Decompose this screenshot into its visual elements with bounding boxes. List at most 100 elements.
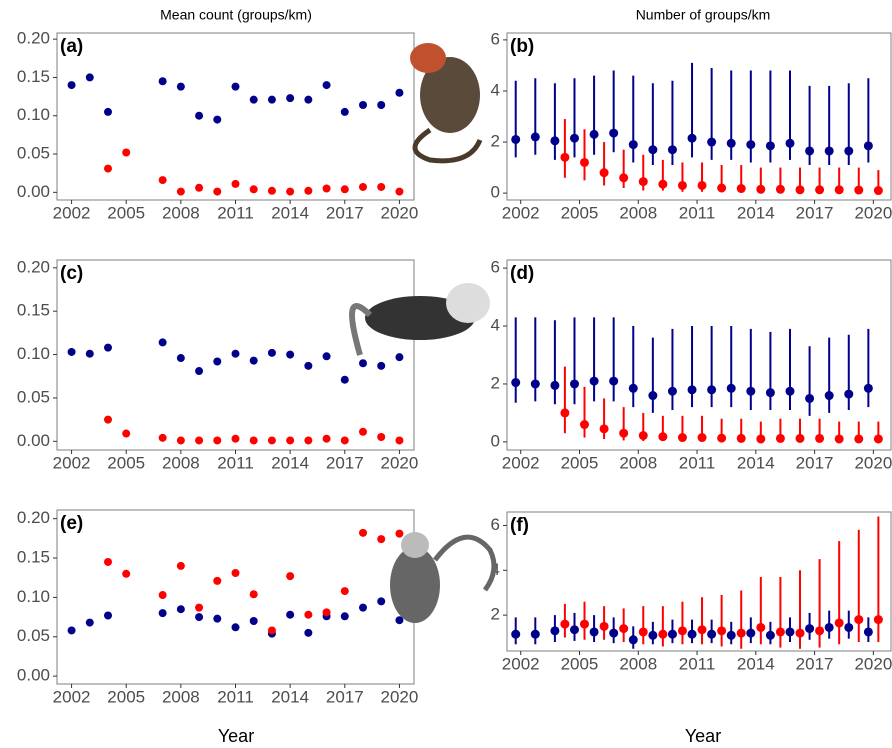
point — [86, 619, 94, 627]
point — [648, 391, 657, 400]
x-tick-label: 2011 — [679, 453, 716, 472]
point — [737, 184, 746, 193]
point — [304, 96, 312, 104]
x-tick-label: 2005 — [107, 453, 145, 472]
point — [304, 187, 312, 195]
point — [600, 622, 609, 631]
point — [629, 635, 638, 644]
point — [796, 185, 805, 194]
point — [805, 146, 814, 155]
y-tick-label: 0.10 — [17, 344, 50, 363]
point — [250, 617, 258, 625]
point — [805, 624, 814, 633]
y-tick-label: 0.00 — [17, 666, 50, 685]
x-tick-label: 2017 — [796, 654, 834, 673]
point — [658, 630, 667, 639]
y-tick-label: 0.10 — [17, 105, 50, 124]
point — [177, 436, 185, 444]
point — [619, 173, 628, 182]
point — [648, 145, 657, 154]
point — [756, 623, 765, 632]
monkey-illustration — [390, 532, 494, 623]
point — [678, 433, 687, 442]
point — [323, 352, 331, 360]
panel-label: (c) — [60, 263, 83, 284]
point — [854, 186, 863, 195]
point — [195, 613, 203, 621]
point — [268, 96, 276, 104]
x-tick-label: 2014 — [737, 654, 775, 673]
x-axis-title: Year — [685, 726, 721, 746]
point — [177, 83, 185, 91]
point — [786, 627, 795, 636]
point — [177, 188, 185, 196]
point — [815, 185, 824, 194]
y-tick-label: 0.05 — [17, 144, 50, 163]
point — [86, 350, 94, 358]
point — [250, 590, 258, 598]
point — [776, 434, 785, 443]
point — [727, 139, 736, 148]
point — [668, 387, 677, 396]
point — [395, 436, 403, 444]
x-tick-label: 2011 — [217, 203, 254, 222]
y-tick-label: 4 — [491, 316, 500, 335]
point — [304, 362, 312, 370]
point — [619, 624, 628, 633]
point — [707, 138, 716, 147]
y-tick-label: 0 — [491, 183, 500, 202]
point — [323, 608, 331, 616]
point — [737, 434, 746, 443]
point — [122, 430, 130, 438]
point — [359, 428, 367, 436]
point — [560, 153, 569, 162]
point — [698, 181, 707, 190]
point — [825, 391, 834, 400]
point — [159, 434, 167, 442]
point — [213, 615, 221, 623]
point — [678, 181, 687, 190]
x-tick-label: 2008 — [619, 453, 657, 472]
x-tick-label: 2002 — [53, 203, 91, 222]
y-tick-label: 6 — [491, 515, 500, 534]
point — [756, 434, 765, 443]
point — [104, 612, 112, 620]
point — [195, 367, 203, 375]
point — [323, 435, 331, 443]
point — [177, 562, 185, 570]
point — [776, 627, 785, 636]
point — [560, 620, 569, 629]
point — [159, 77, 167, 85]
point — [377, 101, 385, 109]
point — [232, 180, 240, 188]
panel-label: (e) — [60, 513, 83, 534]
x-tick-label: 2005 — [107, 687, 145, 706]
x-tick-label: 2017 — [326, 453, 364, 472]
x-tick-label: 2011 — [217, 687, 254, 706]
point — [629, 140, 638, 149]
point — [688, 134, 697, 143]
y-tick-label: 0.05 — [17, 626, 50, 645]
point — [286, 94, 294, 102]
point — [766, 141, 775, 150]
point — [268, 349, 276, 357]
point — [570, 379, 579, 388]
y-tick-label: 0.10 — [17, 587, 50, 606]
x-tick-label: 2014 — [271, 203, 309, 222]
point — [815, 626, 824, 635]
point — [122, 570, 130, 578]
x-tick-label: 2014 — [271, 453, 309, 472]
y-tick-label: 0.20 — [17, 508, 50, 527]
point — [232, 623, 240, 631]
y-tick-label: 0.15 — [17, 548, 50, 567]
point — [609, 377, 618, 386]
point — [737, 629, 746, 638]
point — [776, 185, 785, 194]
point — [250, 436, 258, 444]
y-tick-label: 0 — [491, 431, 500, 450]
point — [531, 132, 540, 141]
point — [580, 620, 589, 629]
y-tick-label: 0.15 — [17, 67, 50, 86]
monkey-illustration — [410, 43, 480, 161]
point — [511, 378, 520, 387]
